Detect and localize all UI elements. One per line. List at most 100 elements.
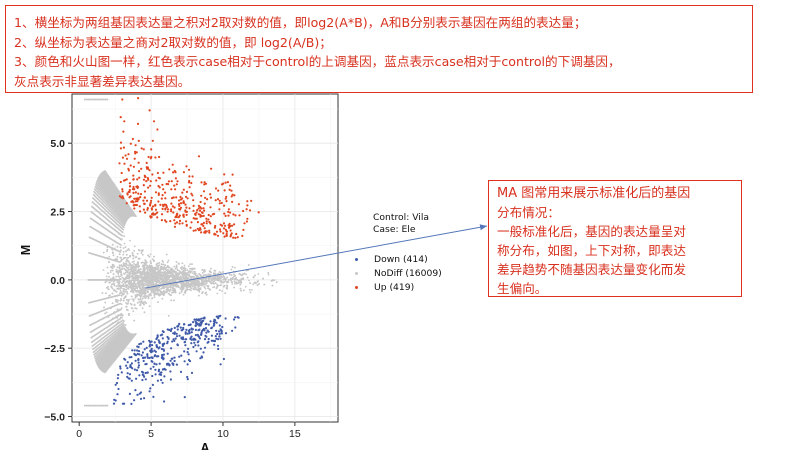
point-nodiff — [163, 292, 166, 295]
point-nodiff — [219, 277, 222, 280]
point-nodiff — [119, 275, 122, 277]
point-nodiff — [123, 267, 126, 270]
annotation-line: 1、横坐标为两组基因表达量之积对2取对数的值，即log2(A*B)，A和B分别表… — [14, 15, 587, 30]
point-nodiff — [203, 286, 206, 288]
point-nodiff — [133, 289, 136, 292]
point-nodiff — [140, 252, 143, 254]
point-nodiff — [97, 98, 100, 101]
point-nodiff — [166, 265, 169, 267]
point-nodiff — [256, 281, 259, 283]
point-nodiff — [121, 281, 123, 284]
point-nodiff — [108, 255, 111, 258]
point-nodiff — [256, 284, 259, 286]
point-nodiff — [125, 260, 128, 263]
point-nodiff — [148, 305, 151, 308]
annotation-line: 2、纵坐标为表达量之商对2取对数的值，即 log2(A/B)； — [14, 34, 332, 50]
annotation-line: 灰点表示非显著差异表达基因。 — [14, 73, 191, 89]
point-nodiff — [267, 271, 270, 274]
point-nodiff — [127, 300, 130, 303]
point-nodiff — [119, 299, 122, 302]
annotation-line: 3、颜色和火山图一样，红色表示case相对于control的上调基因，蓝点表示c… — [14, 54, 621, 69]
point-nodiff — [90, 404, 93, 407]
point-nodiff — [87, 404, 90, 407]
point-nodiff — [85, 98, 88, 101]
point-nodiff — [120, 278, 122, 280]
point-nodiff — [104, 281, 107, 284]
point-nodiff — [165, 286, 168, 288]
point-nodiff — [123, 224, 126, 227]
point-nodiff — [135, 215, 137, 218]
point-nodiff — [116, 266, 119, 269]
point-nodiff — [131, 298, 134, 300]
point-nodiff — [118, 278, 121, 281]
point-nodiff — [167, 259, 170, 262]
point-nodiff — [122, 321, 125, 324]
point-nodiff — [174, 267, 177, 270]
point-nodiff — [124, 323, 127, 326]
point-nodiff — [124, 222, 126, 225]
point-nodiff — [140, 299, 143, 302]
point-nodiff — [90, 98, 93, 101]
point-nodiff — [233, 273, 235, 276]
point-nodiff — [237, 279, 240, 282]
point-nodiff — [123, 273, 126, 275]
point-nodiff — [127, 287, 129, 290]
point-nodiff — [117, 314, 120, 317]
point-nodiff — [102, 404, 105, 407]
point-nodiff — [155, 282, 158, 284]
point-nodiff — [120, 273, 123, 276]
ma-plot: 0 5 10 15−5.0−2.50.02.55.0AM — [19, 93, 488, 450]
point-nodiff — [123, 235, 125, 238]
point-nodiff — [233, 280, 236, 283]
point-nodiff — [162, 263, 165, 266]
point-nodiff — [102, 251, 105, 254]
point-nodiff — [97, 404, 100, 407]
point-nodiff — [123, 242, 126, 245]
point-nodiff — [116, 255, 119, 258]
point-nodiff — [122, 226, 125, 229]
point-nodiff — [160, 265, 163, 268]
point-nodiff — [231, 283, 234, 285]
point-nodiff — [106, 98, 109, 101]
point-nodiff — [133, 262, 136, 265]
point-nodiff — [89, 98, 92, 101]
point-nodiff — [111, 317, 114, 320]
point-nodiff — [149, 289, 152, 291]
point-nodiff — [133, 260, 135, 263]
point-nodiff — [85, 404, 88, 407]
point-nodiff — [109, 271, 112, 274]
point-nodiff — [129, 239, 131, 242]
point-nodiff — [122, 299, 125, 302]
point-nodiff — [254, 274, 256, 277]
point-nodiff — [122, 323, 125, 326]
point-nodiff — [99, 404, 102, 407]
point-nodiff — [145, 264, 148, 267]
point-nodiff — [199, 287, 202, 289]
point-nodiff — [113, 347, 115, 350]
point-nodiff — [109, 294, 111, 297]
point-nodiff — [188, 265, 190, 268]
point-nodiff — [214, 282, 217, 284]
point-nodiff — [125, 305, 128, 308]
point-nodiff — [94, 404, 97, 407]
point-nodiff — [121, 314, 124, 317]
point-nodiff — [130, 295, 133, 298]
point-nodiff — [101, 98, 104, 101]
point-nodiff — [112, 277, 115, 280]
point-nodiff — [132, 310, 135, 312]
point-nodiff — [238, 272, 241, 275]
point-nodiff — [139, 303, 142, 306]
point-nodiff — [113, 247, 116, 250]
point-nodiff — [104, 98, 107, 101]
point-nodiff — [134, 275, 137, 278]
point-nodiff — [108, 279, 111, 282]
point-nodiff — [133, 245, 136, 248]
point-nodiff — [161, 297, 164, 300]
point-nodiff — [222, 281, 224, 284]
point-nodiff — [122, 283, 125, 286]
point-nodiff — [120, 258, 123, 261]
point-nodiff — [120, 303, 123, 306]
point-nodiff — [131, 252, 134, 254]
point-nodiff — [182, 293, 185, 296]
point-nodiff — [226, 284, 228, 287]
